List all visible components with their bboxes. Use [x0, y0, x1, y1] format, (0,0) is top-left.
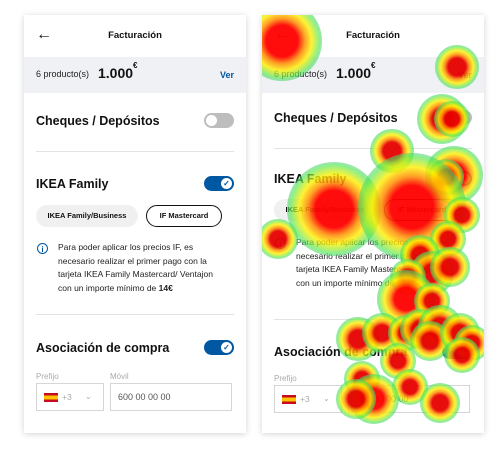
view-products-link[interactable]: Ver — [457, 70, 472, 80]
check-icon: ✓ — [221, 178, 232, 189]
product-count: 6 producto(s) — [36, 69, 90, 79]
mobile-input[interactable]: 600 00 00 00 — [348, 385, 470, 413]
app-header: ← Facturación — [24, 15, 246, 57]
prefix-value: +3 — [300, 394, 310, 404]
heat-spot — [370, 129, 414, 173]
prefix-select[interactable]: +3 ⌄ — [36, 383, 104, 411]
cheques-toggle[interactable] — [442, 110, 472, 125]
ikea-family-title: IKEA Family — [274, 172, 347, 186]
option-if-mastercard[interactable]: IF Mastercard — [384, 199, 460, 221]
spain-flag-icon — [44, 393, 58, 402]
asociacion-toggle[interactable]: ✓ — [204, 340, 234, 355]
mobile-input[interactable]: 600 00 00 00 — [110, 383, 232, 411]
order-summary: 6 producto(s) 1.000€ Ver — [24, 57, 246, 93]
chevron-down-icon: ⌄ — [85, 392, 92, 401]
mobile-placeholder: 600 00 00 00 — [356, 394, 409, 404]
mobile-placeholder: 600 00 00 00 — [118, 392, 171, 402]
toggle-knob — [206, 115, 217, 126]
info-message: Para poder aplicar los precios IF, es ne… — [58, 242, 213, 293]
option-if-mastercard[interactable]: IF Mastercard — [146, 205, 222, 227]
checkout-panel-heatmap: ← Facturación 6 producto(s) 1.000€ Ver C… — [262, 15, 484, 433]
app-header: ← Facturación — [262, 15, 484, 57]
check-icon: ✓ — [221, 342, 232, 353]
chevron-down-icon: ⌄ — [323, 394, 330, 403]
divider — [36, 151, 234, 152]
prefix-label: Prefijo — [274, 374, 297, 383]
asociacion-toggle[interactable]: ✓ — [442, 344, 472, 359]
check-icon: ✓ — [459, 173, 470, 184]
ikea-family-toggle[interactable]: ✓ — [442, 171, 472, 186]
view-products-link[interactable]: Ver — [219, 70, 234, 80]
mobile-label: Móvil — [110, 372, 129, 381]
toggle-knob — [444, 112, 455, 123]
info-message: Para poder aplicar los precios IF, es ne… — [296, 237, 451, 288]
prefix-value: +3 — [62, 392, 72, 402]
heat-spot — [418, 305, 462, 349]
mobile-label: Móvil — [348, 374, 367, 383]
asociacion-title: Asociación de compra — [36, 341, 170, 355]
back-arrow-icon[interactable]: ← — [36, 26, 52, 43]
order-total: 1.000€ — [98, 61, 138, 81]
order-total: 1.000€ — [336, 61, 376, 81]
spain-flag-icon — [282, 395, 296, 404]
cheques-title: Cheques / Depósitos — [274, 111, 398, 125]
divider — [274, 148, 472, 149]
prefix-label: Prefijo — [36, 372, 59, 381]
page-title: Facturación — [108, 30, 162, 41]
option-ikea-family-business[interactable]: IKEA Family/Business — [274, 199, 376, 221]
divider — [36, 314, 234, 315]
info-icon: i — [275, 238, 286, 249]
product-count: 6 producto(s) — [274, 69, 328, 79]
cheques-title: Cheques / Depósitos — [36, 114, 160, 128]
page-title: Facturación — [346, 30, 400, 41]
order-summary: 6 producto(s) 1.000€ Ver — [262, 57, 484, 93]
ikea-family-title: IKEA Family — [36, 177, 109, 191]
cheques-toggle[interactable] — [204, 113, 234, 128]
option-ikea-family-business[interactable]: IKEA Family/Business — [36, 205, 138, 227]
divider — [274, 319, 472, 320]
ikea-family-toggle[interactable]: ✓ — [204, 176, 234, 191]
info-icon: i — [37, 243, 48, 254]
checkout-panel: ← Facturación 6 producto(s) 1.000€ Ver C… — [24, 15, 246, 433]
heat-spot — [400, 309, 440, 349]
check-icon: ✓ — [459, 346, 470, 357]
prefix-select[interactable]: +3 ⌄ — [274, 385, 342, 413]
asociacion-title: Asociación de compra — [274, 345, 408, 359]
